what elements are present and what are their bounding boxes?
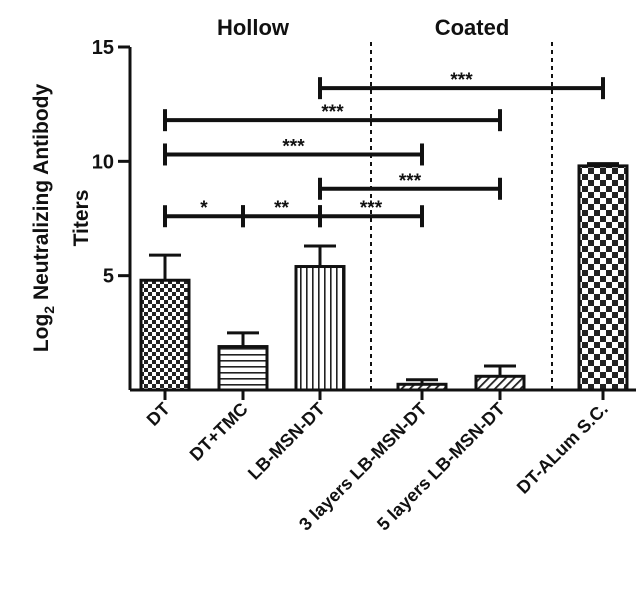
x-category-label: DT-ALum S.C. [513, 399, 612, 498]
significance-label: *** [399, 171, 422, 192]
significance-brackets: ************* ** *** [163, 70, 605, 228]
significance-label: ** [274, 198, 289, 219]
bar [474, 374, 526, 392]
x-category-label: LB-MSN-DT [244, 399, 329, 484]
bars [139, 162, 629, 392]
bar [217, 345, 269, 392]
group-label: Coated [435, 15, 510, 40]
significance-label: *** [321, 102, 344, 123]
significance-label: *** [450, 70, 473, 91]
significance-label: * [200, 198, 208, 219]
x-category-label: DT [143, 399, 174, 430]
y-tick-label: 10 [92, 151, 114, 173]
bar [396, 382, 448, 392]
bar [294, 265, 346, 392]
y-tick-label: 5 [103, 266, 114, 288]
significance-label: *** [282, 136, 305, 157]
y-tick-label: 15 [92, 37, 114, 59]
x-category-label: 5 layers LB-MSN-DT [373, 399, 509, 535]
y-axis-label-line2: Titers [70, 190, 93, 247]
group-label: Hollow [217, 15, 290, 40]
y-axis-label: Log2 Neutralizing Antibody [30, 84, 57, 353]
x-category-label: DT+TMC [186, 399, 252, 465]
bar [139, 278, 191, 392]
significance-label: *** [360, 198, 383, 219]
group-labels: Hollow Coated [217, 15, 509, 40]
bar [577, 164, 629, 392]
group-dividers [370, 42, 553, 390]
